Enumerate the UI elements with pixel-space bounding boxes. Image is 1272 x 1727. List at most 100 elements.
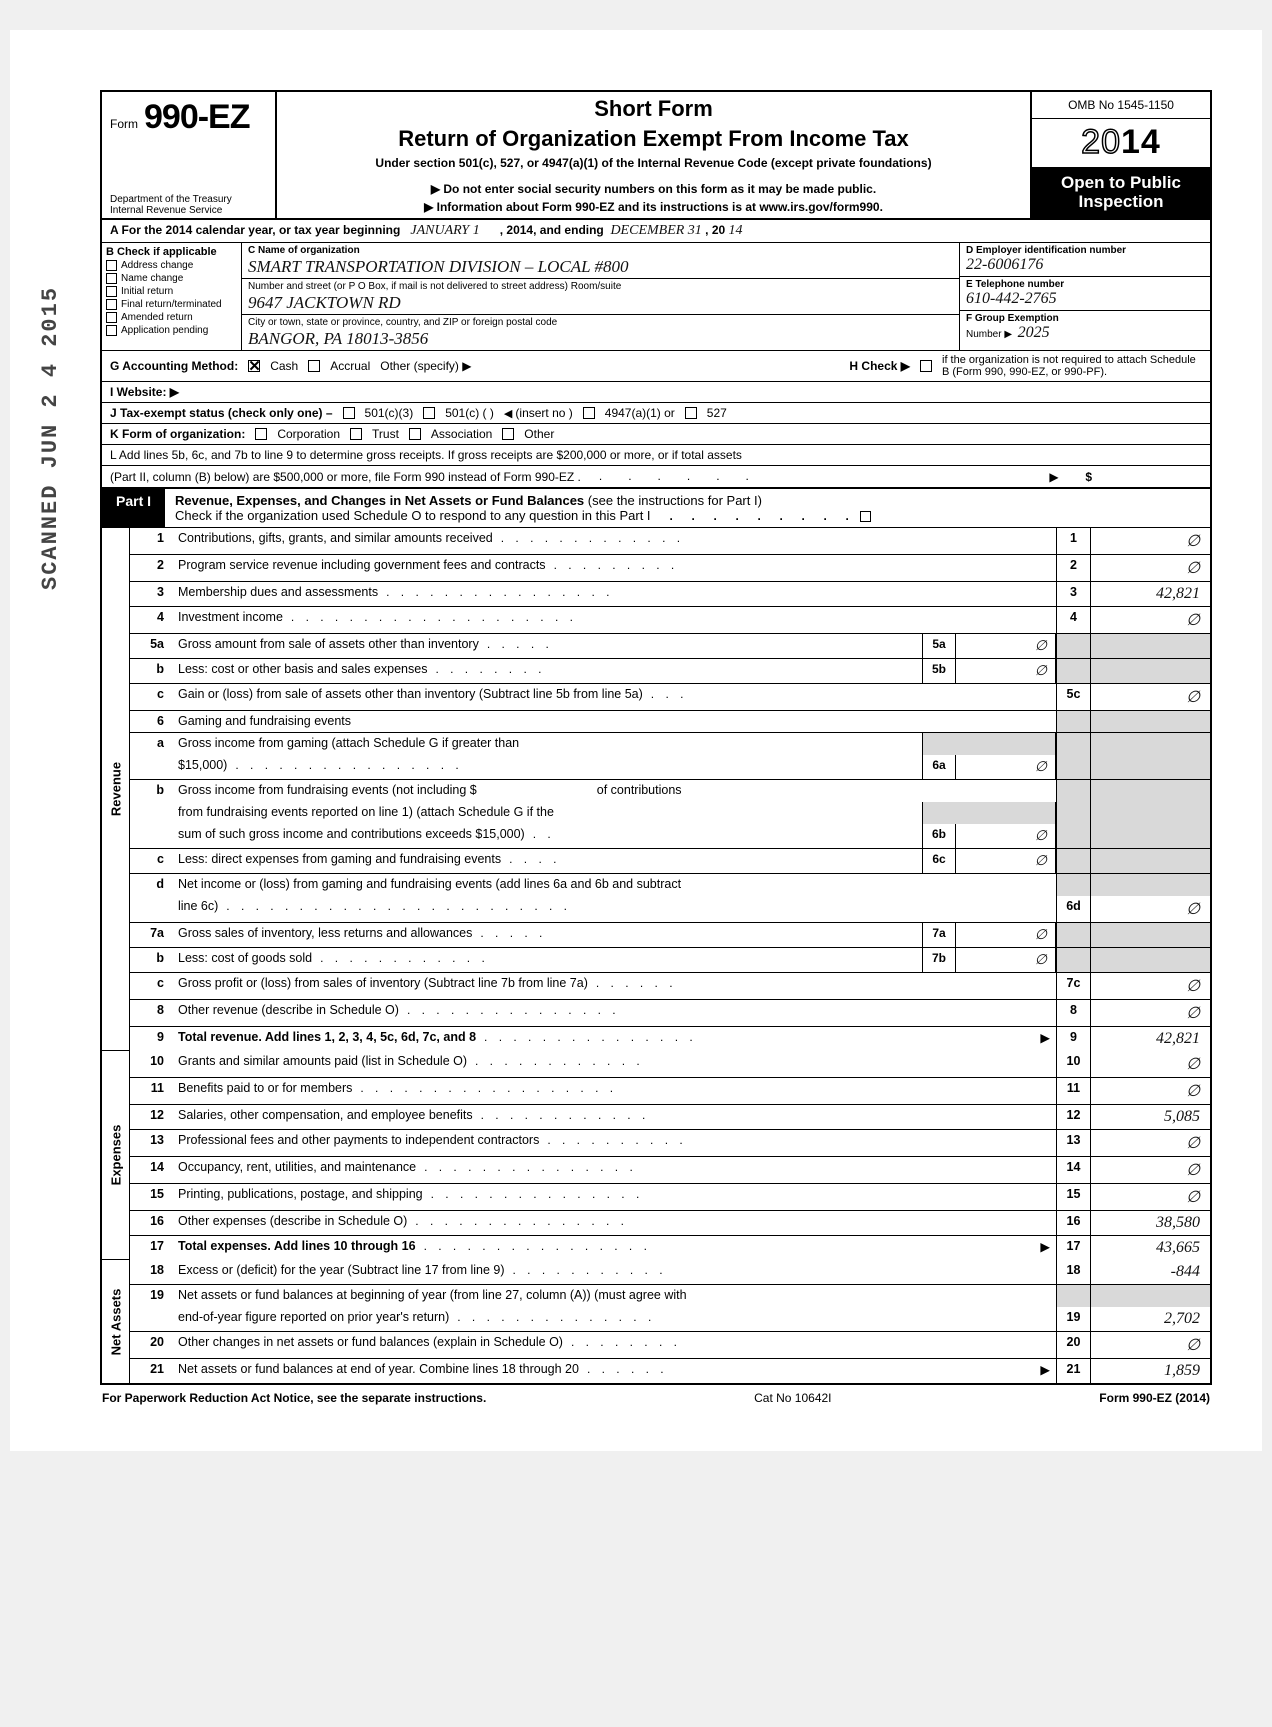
return-title: Return of Organization Exempt From Incom… <box>285 126 1022 152</box>
col-c: C Name of organization SMART TRANSPORTAT… <box>242 243 960 350</box>
cb-amended-return[interactable]: Amended return <box>106 312 237 323</box>
e-lbl: E Telephone number <box>966 279 1204 290</box>
cb-final-return[interactable]: Final return/terminated <box>106 299 237 310</box>
line-5c: c Gain or (loss) from sale of assets oth… <box>130 684 1210 711</box>
year-suffix: 14 <box>1121 123 1161 162</box>
footer-left: For Paperwork Reduction Act Notice, see … <box>102 1391 486 1405</box>
c-addr: 9647 JACKTOWN RD <box>248 293 401 312</box>
cb-accrual[interactable] <box>308 360 320 372</box>
line-7b: b Less: cost of goods sold. . . . . . . … <box>130 948 1210 973</box>
line-9: 9 Total revenue. Add lines 1, 2, 3, 4, 5… <box>130 1027 1210 1051</box>
subtitle-2: ▶ Do not enter social security numbers o… <box>285 182 1022 196</box>
line-20: 20 Other changes in net assets or fund b… <box>130 1332 1210 1359</box>
cb-501c[interactable] <box>423 407 435 419</box>
cb-address-change[interactable]: Address change <box>106 260 237 271</box>
row-l2: (Part II, column (B) below) are $500,000… <box>100 465 1212 489</box>
header-left: Form 990-EZ Department of the Treasury I… <box>102 92 277 218</box>
line-6d-2: line 6c). . . . . . . . . . . . . . . . … <box>130 896 1210 923</box>
c-addr-lbl: Number and street (or P O Box, if mail i… <box>248 281 953 292</box>
footer-right: Form 990-EZ (2014) <box>1099 1391 1210 1405</box>
year-prefix: 20 <box>1081 123 1121 162</box>
line-19b: end-of-year figure reported on prior yea… <box>130 1307 1210 1332</box>
info-block: B Check if applicable Address change Nam… <box>100 243 1212 350</box>
header: Form 990-EZ Department of the Treasury I… <box>100 90 1212 220</box>
f-cell: F Group Exemption Number ▶ 2025 <box>960 311 1210 344</box>
row-a: A For the 2014 calendar year, or tax yea… <box>100 220 1212 243</box>
tax-year: 2014 <box>1032 119 1210 167</box>
rowA-end: DECEMBER 31 <box>610 223 701 238</box>
rowA-mid: , 2014, and ending <box>500 223 604 237</box>
line-4: 4 Investment income. . . . . . . . . . .… <box>130 607 1210 634</box>
cb-trust[interactable] <box>350 428 362 440</box>
part1-bar: Part I Revenue, Expenses, and Changes in… <box>100 489 1212 528</box>
footer-mid: Cat No 10642I <box>754 1391 831 1405</box>
l-line2: (Part II, column (B) below) are $500,000… <box>110 470 581 484</box>
line-7c: c Gross profit or (loss) from sales of i… <box>130 973 1210 1000</box>
line-15: 15 Printing, publications, postage, and … <box>130 1184 1210 1211</box>
line-1: 1 Contributions, gifts, grants, and simi… <box>130 528 1210 555</box>
d-cell: D Employer identification number 22-6006… <box>960 243 1210 277</box>
c-city: BANGOR, PA 18013-3856 <box>248 329 428 348</box>
line-14: 14 Occupancy, rent, utilities, and maint… <box>130 1157 1210 1184</box>
cb-application-pending[interactable]: Application pending <box>106 325 237 336</box>
j-pre: J Tax-exempt status (check only one) – <box>110 406 333 420</box>
g-pre: G Accounting Method: <box>110 359 238 373</box>
c-name-cell: C Name of organization SMART TRANSPORTAT… <box>242 243 959 279</box>
row-l1: L Add lines 5b, 6c, and 7b to line 9 to … <box>100 444 1212 465</box>
cb-other-org[interactable] <box>502 428 514 440</box>
rowA-yy: 14 <box>729 223 743 238</box>
l-line1: L Add lines 5b, 6c, and 7b to line 9 to … <box>110 448 742 462</box>
dept-block: Department of the Treasury Internal Reve… <box>110 194 267 216</box>
omb-number: OMB No 1545-1150 <box>1032 92 1210 119</box>
dept-line1: Department of the Treasury <box>110 194 267 205</box>
form-number: 990-EZ <box>144 98 250 137</box>
rowA-begin: JANUARY 1 <box>410 223 479 238</box>
part1-table: Revenue 1 Contributions, gifts, grants, … <box>100 528 1212 1385</box>
rowA-pre: A For the 2014 calendar year, or tax yea… <box>110 223 400 237</box>
row-i: I Website: ▶ <box>100 381 1212 402</box>
row-j: J Tax-exempt status (check only one) – 5… <box>100 402 1212 423</box>
cb-initial-return[interactable]: Initial return <box>106 286 237 297</box>
scan-stamp: SCANNED JUN 2 4 2015 <box>38 286 63 590</box>
line-6c: c Less: direct expenses from gaming and … <box>130 849 1210 874</box>
cb-527[interactable] <box>685 407 697 419</box>
k-pre: K Form of organization: <box>110 427 245 441</box>
side-net-assets: Net Assets <box>102 1260 130 1383</box>
cb-4947[interactable] <box>583 407 595 419</box>
form-page: SCANNED JUN 2 4 2015 Form 990-EZ Departm… <box>10 30 1262 1451</box>
h-text: H Check ▶ <box>849 359 910 373</box>
open-l1: Open to Public <box>1036 173 1206 193</box>
line-16: 16 Other expenses (describe in Schedule … <box>130 1211 1210 1236</box>
line-5b: b Less: cost or other basis and sales ex… <box>130 659 1210 684</box>
e-cell: E Telephone number 610-442-2765 <box>960 277 1210 311</box>
subtitle-3: ▶ Information about Form 990-EZ and its … <box>285 200 1022 214</box>
f-val: 2025 <box>1018 324 1050 341</box>
line-12: 12 Salaries, other compensation, and emp… <box>130 1105 1210 1130</box>
part1-label: Part I <box>102 489 165 527</box>
line-11: 11 Benefits paid to or for members. . . … <box>130 1078 1210 1105</box>
cb-assoc[interactable] <box>409 428 421 440</box>
cb-corp[interactable] <box>255 428 267 440</box>
line-17: 17 Total expenses. Add lines 10 through … <box>130 1236 1210 1260</box>
line-18: 18 Excess or (deficit) for the year (Sub… <box>130 1260 1210 1285</box>
line-19a: 19 Net assets or fund balances at beginn… <box>130 1285 1210 1307</box>
cb-name-change[interactable]: Name change <box>106 273 237 284</box>
row-g: G Accounting Method: Cash Accrual Other … <box>100 350 1212 381</box>
cb-schedule-b[interactable] <box>920 360 932 372</box>
cb-501c3[interactable] <box>343 407 355 419</box>
line-6: 6 Gaming and fundraising events <box>130 711 1210 733</box>
line-6b-1: b Gross income from fundraising events (… <box>130 780 1210 802</box>
c-city-cell: City or town, state or province, country… <box>242 315 959 350</box>
header-right: OMB No 1545-1150 2014 Open to Public Ins… <box>1030 92 1210 218</box>
line-2: 2 Program service revenue including gove… <box>130 555 1210 582</box>
line-6a-2: $15,000). . . . . . . . . . . . . . . . … <box>130 755 1210 780</box>
side-revenue: Revenue <box>102 528 130 1051</box>
l-dollar: $ <box>1085 470 1092 484</box>
d-lbl: D Employer identification number <box>966 245 1204 256</box>
subtitle-1: Under section 501(c), 527, or 4947(a)(1)… <box>285 156 1022 170</box>
cb-cash[interactable] <box>248 360 260 372</box>
l-arrow: ▶ <box>1049 470 1058 484</box>
cb-part1-schedO[interactable] <box>860 511 871 522</box>
dept-line2: Internal Revenue Service <box>110 205 267 216</box>
c-city-lbl: City or town, state or province, country… <box>248 317 953 328</box>
